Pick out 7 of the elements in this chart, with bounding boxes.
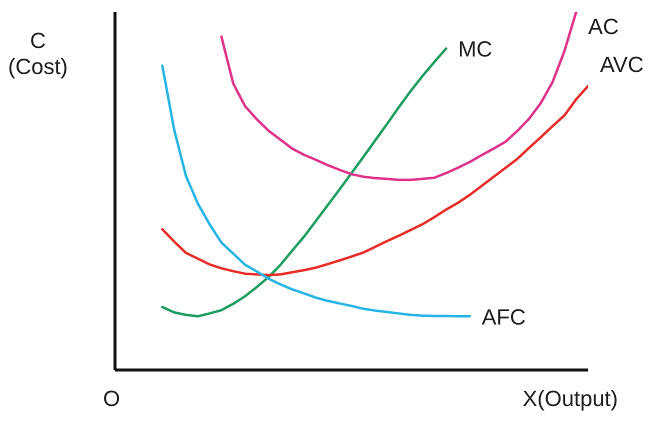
series-label: AVC [600,52,644,78]
text: O [103,386,120,412]
series-label: MC [458,36,492,62]
y-axis-title: C (Cost) [8,28,68,80]
series-label: AFC [482,304,526,330]
x-axis-title: X(Output) [522,386,618,412]
series-label: AC [588,14,619,39]
